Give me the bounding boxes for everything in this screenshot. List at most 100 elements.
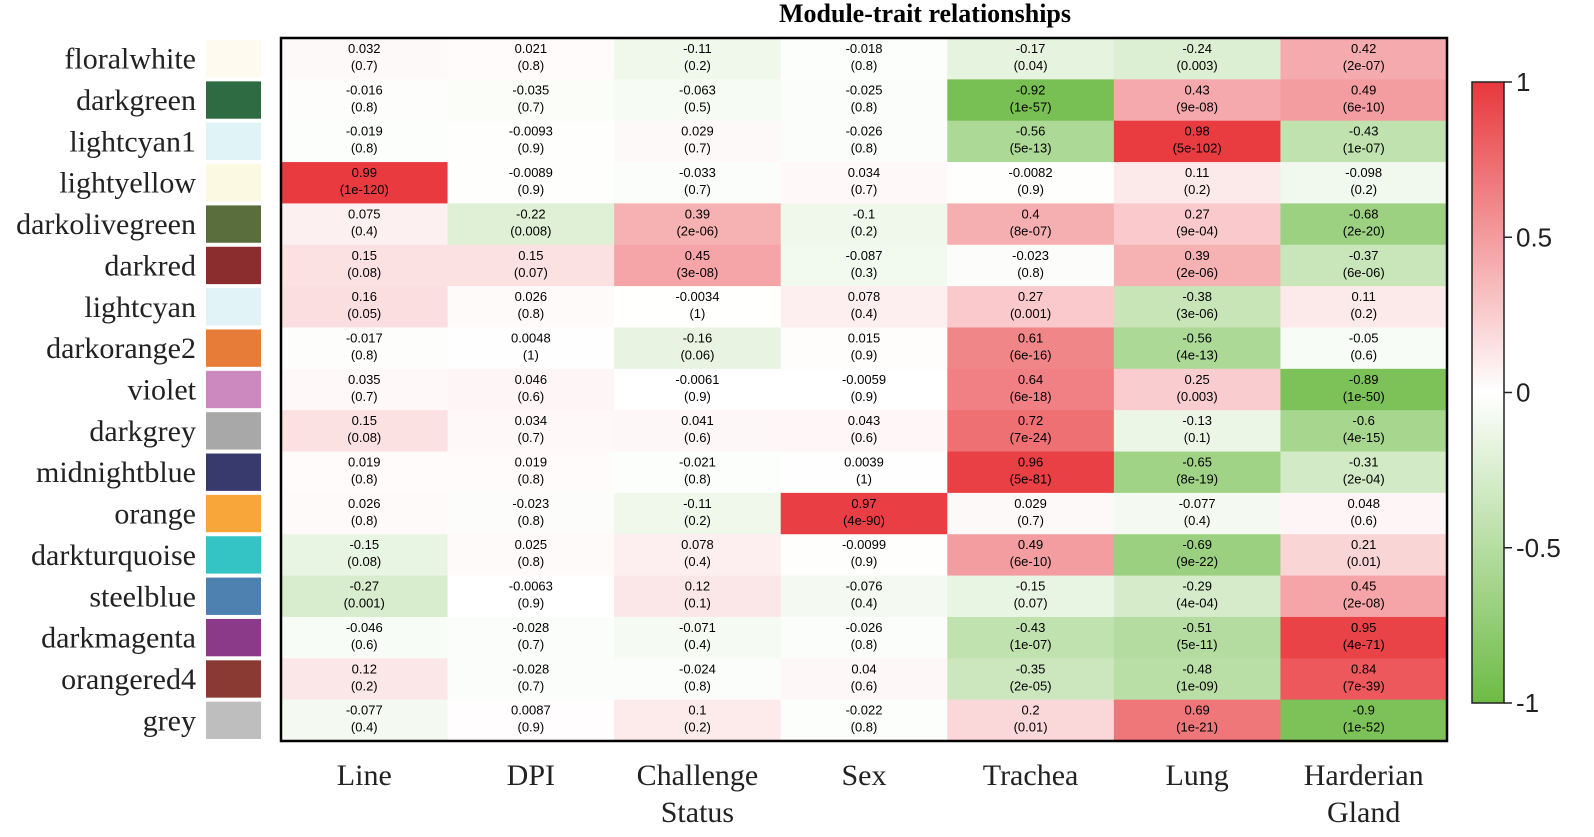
cell-fill [780, 368, 948, 411]
cell-pvalue: (0.5) [684, 99, 711, 114]
cell-pvalue: (0.8) [517, 554, 544, 569]
heatmap-cell: 0.97 (4e-90) [780, 492, 948, 535]
cell-correlation: -0.43 [1349, 124, 1379, 139]
module-label: lightyellow [59, 167, 196, 200]
cell-pvalue: (0.01) [1347, 554, 1381, 569]
cell-pvalue: (8e-07) [1010, 223, 1052, 238]
cell-pvalue: (0.6) [1350, 513, 1377, 528]
cell-correlation: -0.023 [1012, 248, 1049, 263]
cell-correlation: -0.0034 [675, 289, 719, 304]
cell-pvalue: (0.008) [510, 223, 551, 238]
cell-pvalue: (0.003) [1177, 58, 1218, 73]
heatmap-cell: -0.56 (5e-13) [947, 120, 1115, 163]
cell-correlation: 0.078 [681, 537, 714, 552]
cell-pvalue: (0.1) [1184, 430, 1211, 445]
heatmap-cell: 0.034 (0.7) [447, 410, 615, 453]
cell-correlation: 0.39 [1184, 248, 1209, 263]
heatmap-cell: -0.37 (6e-06) [1280, 244, 1448, 287]
cell-pvalue: (0.2) [684, 720, 711, 735]
cell-fill [447, 203, 615, 246]
trait-label: Lung [1165, 759, 1228, 792]
heatmap-cell: 0.42 (2e-07) [1280, 38, 1448, 80]
cell-fill [281, 203, 449, 246]
heatmap-cell: -0.13 (0.1) [1113, 410, 1281, 453]
cell-pvalue: (0.7) [351, 389, 378, 404]
cell-correlation: -0.13 [1182, 413, 1212, 428]
module-label: lightcyan1 [69, 125, 196, 158]
cell-correlation: 0.27 [1018, 289, 1043, 304]
cell-pvalue: (2e-20) [1343, 223, 1385, 238]
cell-pvalue: (0.9) [517, 596, 544, 611]
cell-fill [1280, 534, 1448, 577]
cell-pvalue: (0.9) [517, 141, 544, 156]
cell-fill [780, 575, 948, 618]
cell-fill [780, 616, 948, 659]
legend-tick-label: 0 [1516, 378, 1530, 408]
cell-correlation: 0.72 [1018, 413, 1043, 428]
cell-correlation: 0.035 [348, 372, 381, 387]
cell-fill [780, 162, 948, 204]
cell-fill [447, 162, 615, 204]
cell-fill [281, 244, 449, 287]
cell-correlation: 0.42 [1351, 41, 1376, 56]
module-label: darkturquoise [31, 539, 196, 572]
heatmap-cell: 0.021 (0.8) [447, 38, 615, 80]
cell-pvalue: (1) [523, 347, 539, 362]
cell-pvalue: (6e-06) [1343, 265, 1385, 280]
cell-correlation: 0.048 [1347, 496, 1380, 511]
cell-correlation: 0.84 [1351, 661, 1376, 676]
cell-correlation: -0.15 [1016, 579, 1046, 594]
heatmap-cell: -0.29 (4e-04) [1113, 575, 1281, 618]
cell-pvalue: (0.9) [851, 389, 878, 404]
cell-pvalue: (5e-13) [1010, 141, 1052, 156]
heatmap-cell: -0.0082 (0.9) [947, 162, 1115, 204]
heatmap-cell: 0.04 (0.6) [780, 658, 948, 701]
heatmap-cell: -0.024 (0.8) [614, 658, 782, 701]
cell-correlation: 0.078 [848, 289, 881, 304]
cell-correlation: -0.023 [512, 496, 549, 511]
cell-pvalue: (8e-19) [1176, 472, 1218, 487]
heatmap-cell: -0.6 (4e-15) [1280, 410, 1448, 453]
cell-fill [281, 368, 449, 411]
heatmap-cell: 0.61 (6e-16) [947, 327, 1115, 370]
cell-fill [780, 534, 948, 577]
cell-pvalue: (1e-07) [1343, 141, 1385, 156]
cell-fill [447, 658, 615, 701]
cell-pvalue: (0.4) [684, 637, 711, 652]
cell-fill [1113, 162, 1281, 204]
cell-fill [1280, 203, 1448, 246]
cell-pvalue: (6e-10) [1010, 554, 1052, 569]
cell-correlation: -0.51 [1182, 620, 1212, 635]
cell-correlation: -0.11 [683, 496, 712, 511]
cell-pvalue: (2e-07) [1343, 58, 1385, 73]
cell-pvalue: (0.3) [851, 265, 878, 280]
cell-pvalue: (9e-08) [1176, 99, 1218, 114]
cell-pvalue: (2e-06) [676, 223, 718, 238]
heatmap-cell: 0.49 (6e-10) [1280, 79, 1448, 122]
cell-correlation: -0.024 [679, 661, 716, 676]
cell-fill [614, 120, 782, 163]
cell-fill [447, 286, 615, 328]
cell-correlation: -0.019 [346, 124, 383, 139]
module-swatch [206, 81, 261, 119]
cell-fill [447, 616, 615, 659]
heatmap-cell: -0.24 (0.003) [1113, 38, 1281, 80]
cell-correlation: 0.075 [348, 206, 381, 221]
heatmap-cell: -0.028 (0.7) [447, 616, 615, 659]
cell-fill [1113, 575, 1281, 618]
module-swatch [206, 246, 261, 285]
cell-correlation: 0.98 [1184, 124, 1209, 139]
cell-pvalue: (0.8) [517, 58, 544, 73]
heatmap-cell: 0.2 (0.01) [947, 699, 1115, 742]
cell-fill [780, 38, 948, 80]
cell-pvalue: (0.7) [684, 141, 711, 156]
cell-correlation: 0.49 [1018, 537, 1043, 552]
module-labels: floralwhite darkgreen lightcyan1 lightyello… [16, 43, 197, 738]
heatmap-cell: 0.12 (0.1) [614, 575, 782, 618]
cell-pvalue: (0.2) [351, 678, 378, 693]
cell-correlation: -0.025 [846, 82, 883, 97]
cell-correlation: 0.25 [1184, 372, 1209, 387]
cell-fill [947, 244, 1115, 287]
cell-correlation: -0.05 [1349, 330, 1379, 345]
cell-pvalue: (0.7) [517, 678, 544, 693]
